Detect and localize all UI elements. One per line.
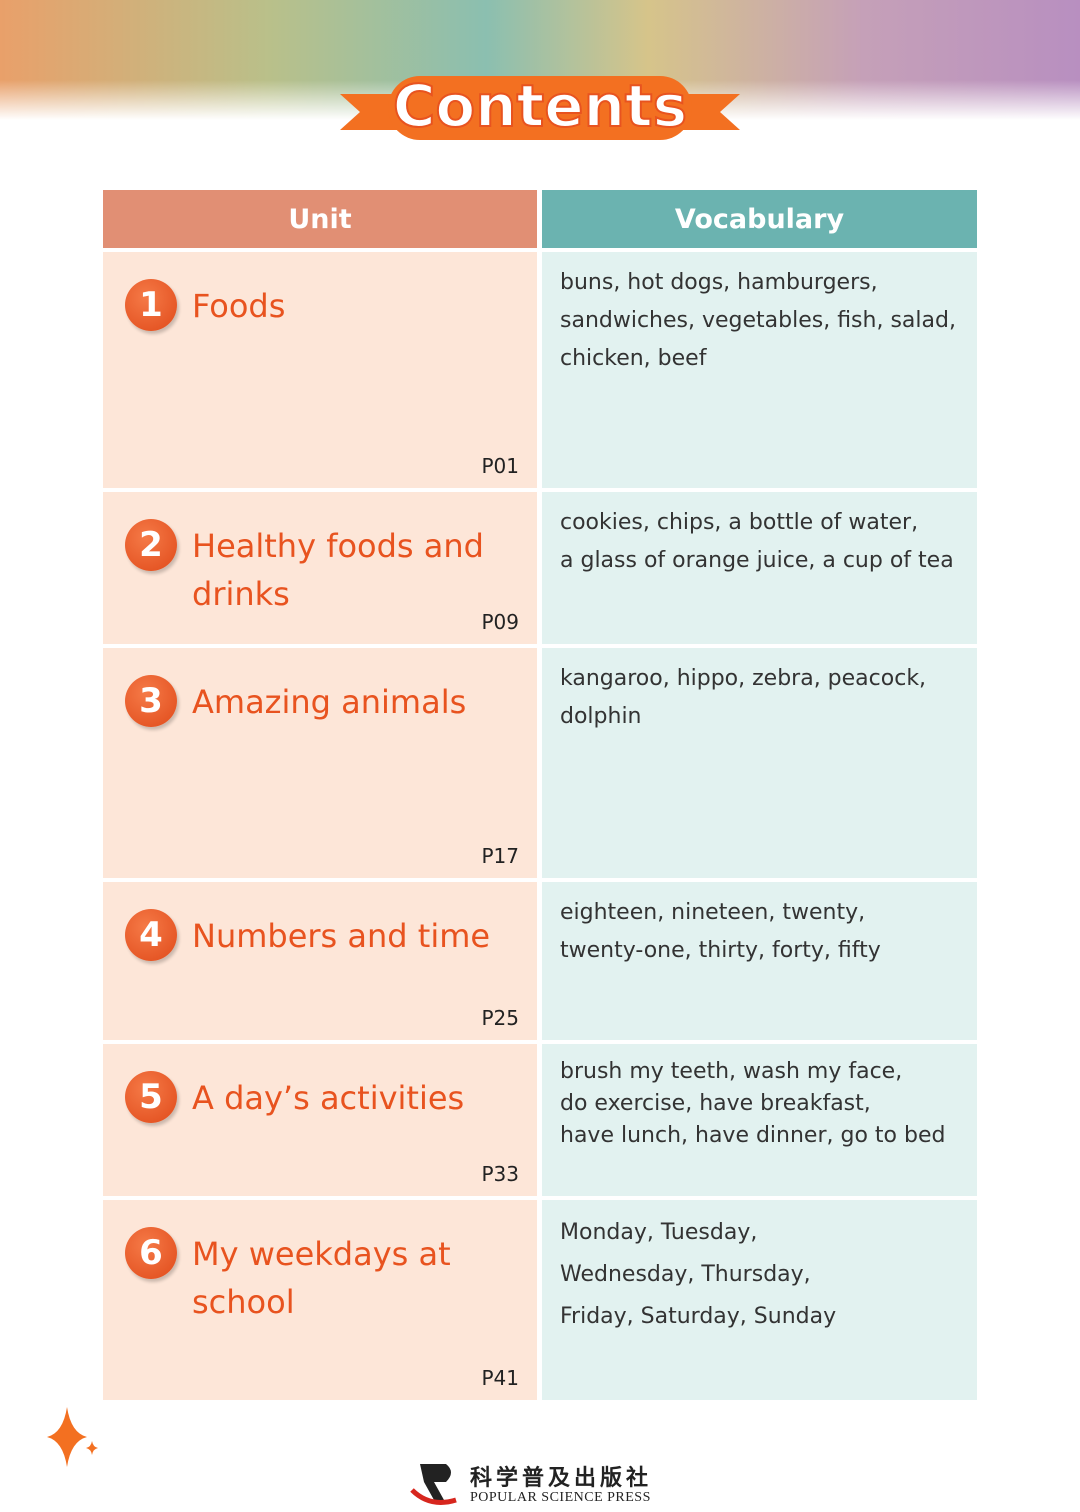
vocabulary-cell: cookies, chips, a bottle of water, a glas… [542,492,977,644]
page-number: P09 [481,610,519,634]
vocabulary-cell: eighteen, nineteen, twenty, twenty-one, t… [542,882,977,1040]
vocabulary-line: Friday, Saturday, Sunday [560,1304,837,1329]
unit-cell: 2 Healthy foods and drinks P09 [103,492,537,644]
title: Contents [393,72,687,140]
vocabulary-cell: buns, hot dogs, hamburgers, sandwiches, v… [542,252,977,488]
unit-cell: 1 Foods P01 [103,252,537,488]
unit-number: 5 [125,1071,177,1123]
unit-cell: 6 My weekdays at school P41 [103,1200,537,1400]
unit-number: 4 [125,909,177,961]
vocabulary-line: cookies, chips, a bottle of water, [560,510,919,535]
vocabulary-list: buns, hot dogs, hamburgers, sandwiches, v… [560,264,956,378]
page-number: P17 [481,844,519,868]
unit-number: 1 [125,279,177,331]
vocabulary-list: Monday, Tuesday, Wednesday, Thursday, Frid… [560,1212,836,1338]
publisher-en: POPULAR SCIENCE PRESS [470,1490,651,1505]
vocabulary-cell: kangaroo, hippo, zebra, peacock, dolphin [542,648,977,878]
header-vocabulary: Vocabulary [542,190,977,248]
page-number: P25 [481,1006,519,1030]
vocabulary-line: kangaroo, hippo, zebra, peacock, [560,666,927,691]
publisher-logo [410,1464,457,1505]
vocabulary-line: chicken, beef [560,346,707,371]
page-number: P41 [481,1366,519,1390]
unit-number: 2 [125,519,177,571]
vocabulary-list: kangaroo, hippo, zebra, peacock, dolphin [560,660,926,736]
vocabulary-line: Monday, Tuesday, [560,1220,758,1245]
unit-number: 3 [125,675,177,727]
unit-cell: 3 Amazing animals P17 [103,648,537,878]
page-number: P01 [481,454,519,478]
unit-cell: 5 A day’s activities P33 [103,1044,537,1196]
header-unit: Unit [103,190,537,248]
vocabulary-line: do exercise, have breakfast, [560,1091,871,1116]
vocabulary-line: twenty-one, thirty, forty, fifty [560,938,881,963]
vocabulary-line: buns, hot dogs, hamburgers, [560,270,878,295]
vocabulary-cell: Monday, Tuesday, Wednesday, Thursday, Frid… [542,1200,977,1400]
unit-title: Foods [192,287,286,325]
unit-title: My weekdays at school [192,1235,451,1321]
vocabulary-line: brush my teeth, wash my face, [560,1059,903,1084]
title-banner: Contents [340,71,740,141]
vocabulary-list: brush my teeth, wash my face, do exercise… [560,1056,945,1152]
vocabulary-line: a glass of orange juice, a cup of tea [560,548,954,573]
vocabulary-line: have lunch, have dinner, go to bed [560,1123,946,1148]
unit-title: Amazing animals [192,683,467,721]
vocabulary-line: eighteen, nineteen, twenty, [560,900,866,925]
vocabulary-cell: brush my teeth, wash my face, do exercise… [542,1044,977,1196]
vocabulary-line: Wednesday, Thursday, [560,1262,811,1287]
unit-title: Numbers and time [192,917,491,955]
vocabulary-list: cookies, chips, a bottle of water, a glas… [560,504,954,580]
unit-cell: 4 Numbers and time P25 [103,882,537,1040]
page-number: P33 [481,1162,519,1186]
publisher-cn: 科学普及出版社 [470,1465,653,1491]
vocabulary-list: eighteen, nineteen, twenty, twenty-one, t… [560,894,881,970]
vocabulary-line: sandwiches, vegetables, fish, salad, [560,308,956,333]
unit-title: Healthy foods and drinks [192,527,484,613]
vocabulary-line: dolphin [560,704,642,729]
unit-number: 6 [125,1227,177,1279]
unit-title: A day’s activities [192,1079,465,1117]
sparkle [47,1407,98,1467]
